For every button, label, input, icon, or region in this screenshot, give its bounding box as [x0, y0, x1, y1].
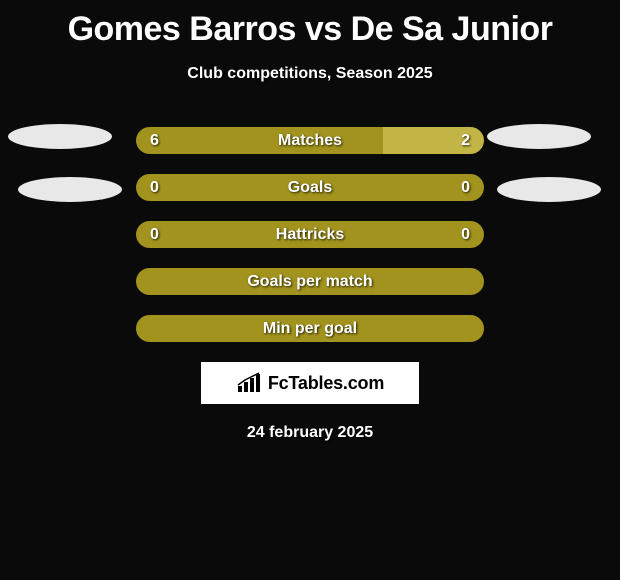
stat-value-left: 6 [150, 132, 159, 150]
stat-value-left: 0 [150, 179, 159, 197]
stat-row: 0 0 Hattricks [136, 221, 484, 248]
player-ellipse-mid-left [18, 177, 122, 202]
page-title: Gomes Barros vs De Sa Junior [0, 0, 620, 49]
stat-value-right: 0 [461, 226, 470, 244]
footer-date: 24 february 2025 [0, 424, 620, 442]
subtitle: Club competitions, Season 2025 [0, 65, 620, 83]
stat-label: Goals [288, 179, 332, 197]
logo-text: FcTables.com [268, 373, 384, 394]
stat-label: Matches [278, 132, 342, 150]
stat-value-right: 2 [461, 132, 470, 150]
stat-row: Min per goal [136, 315, 484, 342]
player-ellipse-top-right [487, 124, 591, 149]
player-ellipse-mid-right [497, 177, 601, 202]
stat-bar-left [136, 127, 383, 154]
stat-label: Min per goal [263, 320, 357, 338]
stat-value-right: 0 [461, 179, 470, 197]
stat-label: Hattricks [276, 226, 344, 244]
logo-box: FcTables.com [201, 362, 419, 404]
stat-row: Goals per match [136, 268, 484, 295]
stat-row: 0 0 Goals [136, 174, 484, 201]
stat-value-left: 0 [150, 226, 159, 244]
stat-row: 6 2 Matches [136, 127, 484, 154]
logo-chart-icon [236, 372, 262, 394]
stat-label: Goals per match [247, 273, 372, 291]
player-ellipse-top-left [8, 124, 112, 149]
stat-rows: 6 2 Matches 0 0 Goals 0 0 Hattricks Goals per mat… [0, 127, 620, 342]
